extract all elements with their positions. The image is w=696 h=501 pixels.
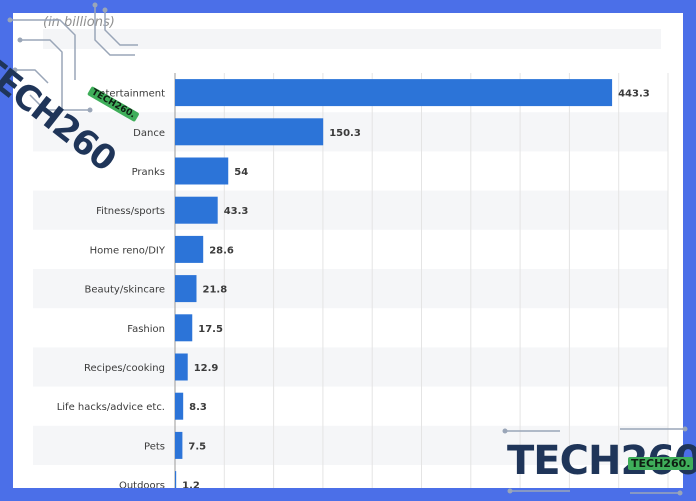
category-label: Dance	[133, 128, 165, 139]
unit-label: (in billions)	[43, 15, 115, 30]
category-label: Entertainment	[93, 89, 165, 100]
circuit-icon	[7, 2, 138, 113]
category-label: Recipes/cooking	[84, 363, 165, 374]
bar	[175, 431, 183, 459]
bar	[175, 235, 204, 263]
category-label: Fitness/sports	[96, 206, 165, 217]
value-label: 1.2	[182, 481, 200, 488]
category-label: Beauty/skincare	[85, 285, 165, 296]
value-label: 54	[234, 167, 248, 178]
row-stripe	[33, 425, 668, 465]
value-label: 12.9	[194, 363, 219, 374]
bar	[175, 196, 218, 224]
category-label: Home reno/DIY	[90, 245, 166, 256]
row-stripe	[33, 190, 668, 230]
bar	[175, 79, 613, 107]
row-stripe	[33, 112, 668, 152]
bar	[175, 353, 188, 381]
bar	[175, 275, 197, 303]
value-label: 28.6	[209, 245, 234, 256]
category-label: Life hacks/advice etc.	[57, 402, 165, 413]
category-label: Pranks	[132, 167, 165, 178]
bar	[175, 118, 324, 146]
brand-badge: TECH260.	[628, 457, 694, 470]
category-label: Pets	[144, 441, 165, 452]
value-label: 8.3	[189, 402, 207, 413]
category-label: Outdoors	[119, 481, 165, 488]
value-label: 43.3	[224, 206, 249, 217]
bar	[175, 157, 229, 185]
row-stripe	[33, 269, 668, 309]
circuit-icon	[502, 426, 688, 496]
category-label: Fashion	[127, 324, 165, 335]
bar-chart: Entertainment 443.3 Dance 150.3 Pranks 54 Fitn…	[33, 73, 669, 488]
value-label: 443.3	[618, 89, 650, 100]
value-label: 150.3	[329, 128, 361, 139]
bar	[175, 471, 177, 488]
bar	[175, 314, 193, 342]
chart-toolbar-strip	[43, 29, 661, 49]
value-label: 17.5	[198, 324, 223, 335]
value-label: 21.8	[202, 285, 227, 296]
row-stripe	[33, 347, 668, 387]
value-label: 7.5	[188, 441, 206, 452]
chart-panel: (in billions) Entertainment 443.3 Dance 150…	[13, 13, 683, 488]
bar	[175, 392, 184, 420]
